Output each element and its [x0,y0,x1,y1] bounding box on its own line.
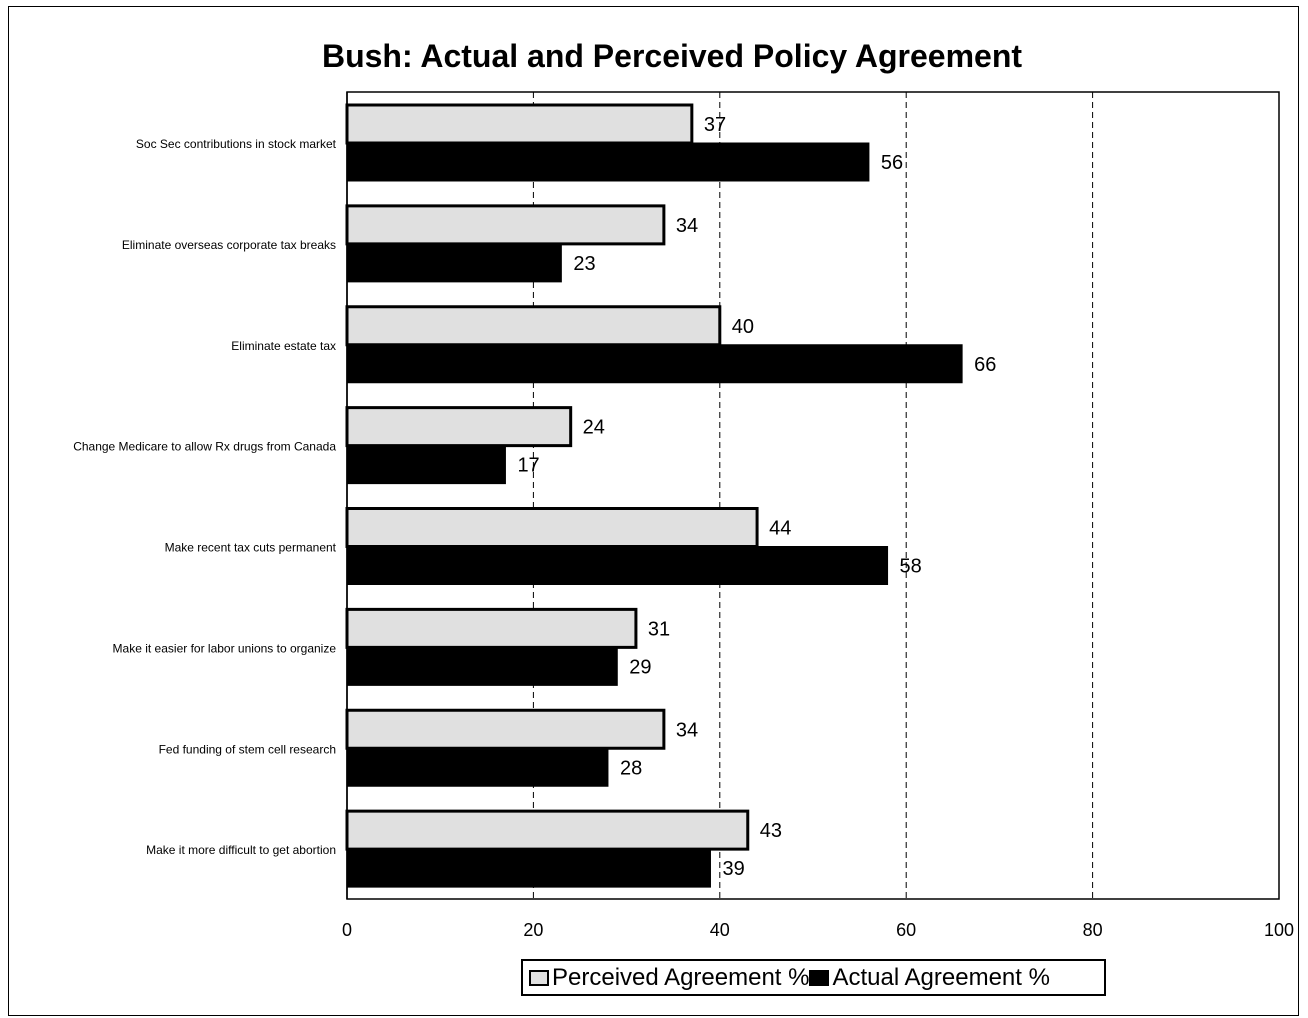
chart-title: Bush: Actual and Perceived Policy Agreem… [321,38,1023,74]
value-label-actual-4: 58 [900,556,922,578]
bar-actual-4 [346,546,889,585]
x-tick-label-80: 80 [1083,920,1103,940]
value-label-perceived-1: 34 [676,215,698,237]
category-label-6: Fed funding of stem cell research [159,742,336,756]
bar-perceived-4 [345,507,759,548]
value-label-perceived-3: 24 [583,417,605,439]
value-label-actual-6: 28 [620,757,642,779]
value-label-perceived-4: 44 [769,518,791,540]
category-label-1: Eliminate overseas corporate tax breaks [122,238,336,252]
value-label-perceived-6: 34 [676,719,698,741]
value-label-perceived-2: 40 [732,316,754,338]
bar-perceived-0 [345,103,694,145]
legend-label-actual: Actual Agreement % [832,963,1050,991]
bar-actual-1 [346,243,562,283]
x-tick-label-0: 0 [342,920,352,940]
bar-perceived-1 [345,204,666,246]
legend-swatch-perceived [529,969,549,986]
bar-actual-7 [346,848,711,888]
chart-frame [8,6,1299,1016]
bar-perceived-5 [345,607,638,649]
value-label-actual-3: 17 [517,455,539,477]
category-label-5: Make it easier for labor unions to organ… [113,641,337,655]
bar-perceived-2 [345,305,722,347]
value-label-actual-2: 66 [974,354,996,376]
category-label-0: Soc Sec contributions in stock market [136,137,337,151]
bar-perceived-3 [345,406,573,448]
bar-actual-6 [346,747,609,787]
value-label-perceived-0: 37 [704,114,726,136]
value-label-perceived-5: 31 [648,618,670,640]
legend-swatch-actual [809,969,830,986]
x-tick-label-20: 20 [523,920,543,940]
legend-item-perceived: Perceived Agreement % [529,964,809,992]
bar-perceived-6 [345,708,666,750]
legend-label-perceived: Perceived Agreement % [552,963,810,991]
x-tick-label-60: 60 [896,920,916,940]
category-label-3: Change Medicare to allow Rx drugs from C… [73,440,336,454]
category-label-4: Make recent tax cuts permanent [165,541,337,555]
value-label-actual-5: 29 [629,656,651,678]
bar-actual-0 [346,142,870,182]
x-tick-label-40: 40 [710,920,730,940]
bar-actual-5 [346,646,618,686]
category-label-7: Make it more difficult to get abortion [146,843,336,857]
value-label-actual-0: 56 [881,152,903,174]
legend: Perceived Agreement % Actual Agreement % [521,959,1106,996]
value-label-actual-7: 39 [722,858,744,880]
value-label-actual-1: 23 [573,253,595,275]
bar-actual-3 [346,445,506,485]
value-label-perceived-7: 43 [760,820,782,842]
bar-actual-2 [346,344,963,384]
bar-perceived-7 [345,809,750,851]
legend-item-actual: Actual Agreement % [809,963,1050,992]
x-tick-label-100: 100 [1264,920,1294,940]
category-label-2: Eliminate estate tax [231,339,336,353]
